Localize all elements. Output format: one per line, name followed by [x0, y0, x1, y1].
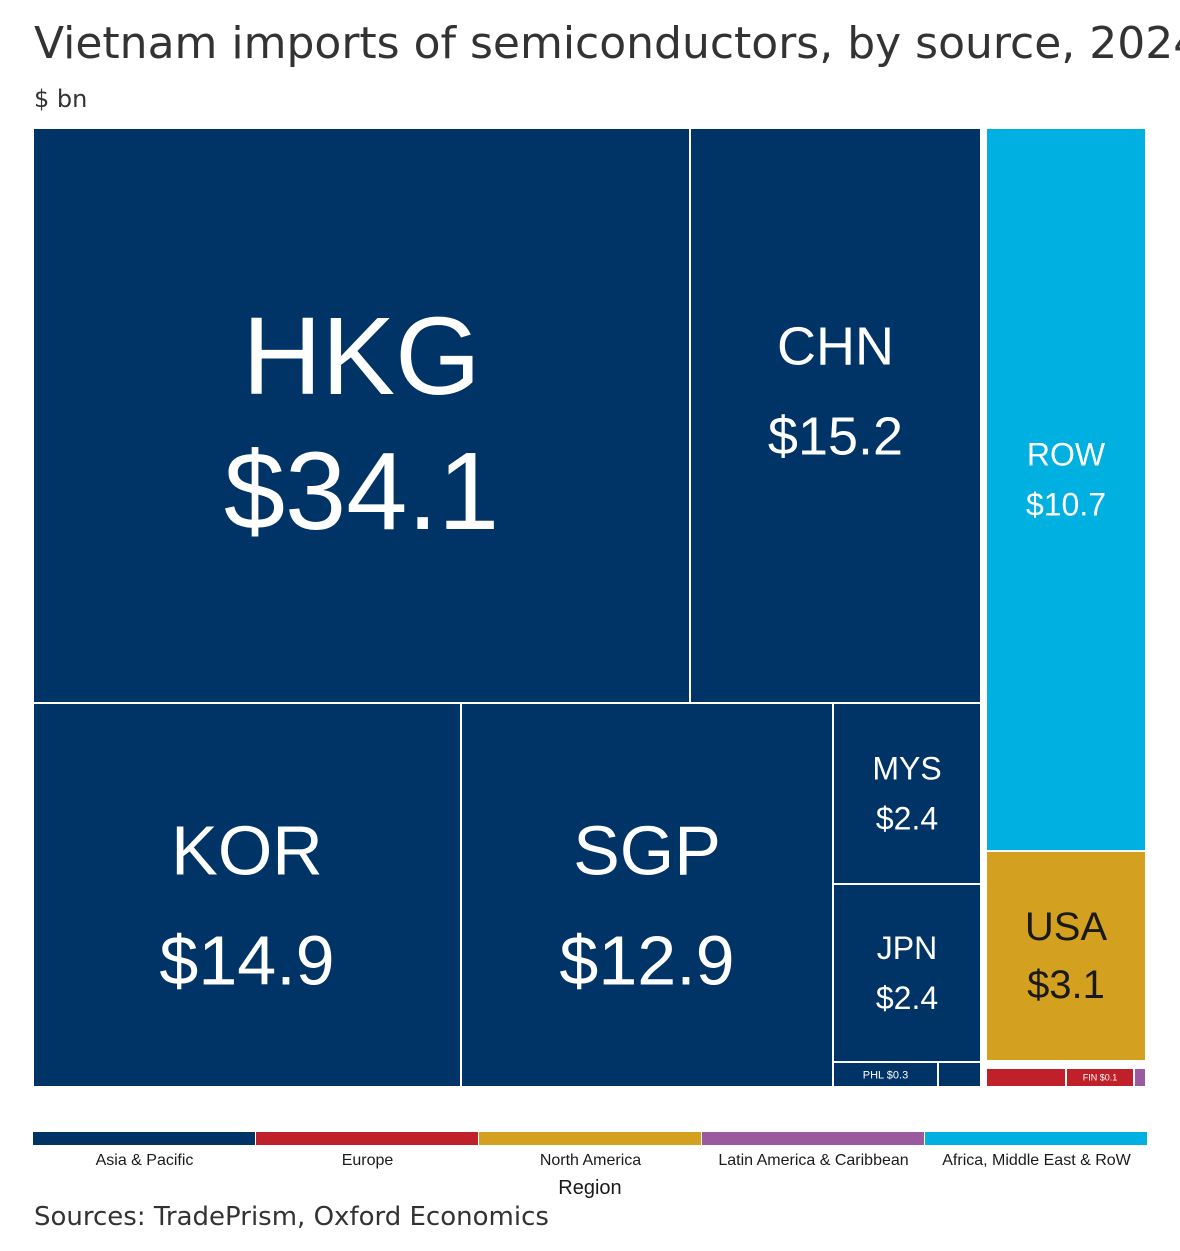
cell-code-label: USA [1025, 905, 1108, 949]
treemap-rect [832, 883, 982, 1063]
treemap-rect [985, 1067, 1067, 1088]
legend-label: Latin America & Caribbean [718, 1152, 908, 1169]
chart-subtitle: $ bn [34, 85, 88, 113]
cell-value-label: $2.4 [876, 980, 938, 1016]
cell-code-label: MYS [872, 751, 941, 787]
treemap-cell-kor: KOR $14.9 [32, 702, 462, 1088]
treemap-rect [832, 702, 982, 885]
treemap-cell-fin: FIN $0.1 [1065, 1067, 1135, 1088]
legend-swatch [702, 1132, 924, 1145]
cell-code-label: KOR [171, 812, 323, 890]
cell-value-label: $34.1 [224, 430, 499, 553]
cell-code-label: JPN [877, 930, 937, 966]
treemap-cell-chn: CHN $15.2 [689, 127, 982, 704]
cell-code-label: CHN [777, 316, 894, 376]
cell-code-label: SGP [573, 812, 721, 890]
source-note: Sources: TradePrism, Oxford Economics [34, 1202, 549, 1232]
legend-swatch [925, 1132, 1147, 1145]
cell-value-label: $12.9 [559, 922, 734, 1000]
cell-value-label: $14.9 [159, 922, 334, 1000]
treemap-cell-other-7 [937, 1061, 982, 1088]
treemap-cell-row: ROW $10.7 [985, 127, 1147, 852]
legend-label: Asia & Pacific [96, 1152, 194, 1169]
treemap-cell-other-12 [1133, 1067, 1147, 1088]
treemap-rect [460, 702, 834, 1088]
cell-code-label: HKG [242, 295, 480, 418]
treemap-rect [985, 850, 1147, 1062]
treemap-chart: HKG$34.1CHN$15.2KOR$14.9SGP$12.9MYS$2.4J… [32, 127, 1147, 1088]
treemap-rect [689, 127, 982, 704]
chart-title: Vietnam imports of semiconductors, by so… [34, 18, 1180, 69]
legend-swatch [33, 1132, 255, 1145]
treemap-cell-jpn: JPN $2.4 [832, 883, 982, 1063]
cell-value-label: $10.7 [1026, 487, 1106, 523]
legend-label: Europe [342, 1152, 394, 1169]
treemap-rect [32, 127, 691, 704]
legend-swatch [256, 1132, 478, 1145]
treemap-cell-other-10 [985, 1067, 1067, 1088]
cell-label: PHL $0.3 [863, 1069, 908, 1081]
cell-label: FIN $0.1 [1083, 1073, 1118, 1083]
cell-value-label: $2.4 [876, 801, 938, 837]
legend-title: Region [558, 1177, 621, 1199]
treemap-rect [985, 127, 1147, 852]
legend-swatch [479, 1132, 701, 1145]
legend-label: North America [540, 1152, 641, 1169]
cell-value-label: $15.2 [768, 406, 903, 466]
legend-label: Africa, Middle East & RoW [942, 1152, 1131, 1169]
treemap-rect [32, 702, 462, 1088]
treemap-rect [1133, 1067, 1147, 1088]
treemap-cell-mys: MYS $2.4 [832, 702, 982, 885]
cell-code-label: ROW [1027, 437, 1106, 473]
treemap-cell-phl: PHL $0.3 [832, 1061, 939, 1088]
treemap-cell-usa: USA $3.1 [985, 850, 1147, 1062]
treemap-cell-hkg: HKG$34.1 [32, 127, 691, 704]
treemap-cell-sgp: SGP $12.9 [460, 702, 834, 1088]
cell-value-label: $3.1 [1027, 963, 1105, 1007]
treemap-rect [937, 1061, 982, 1088]
